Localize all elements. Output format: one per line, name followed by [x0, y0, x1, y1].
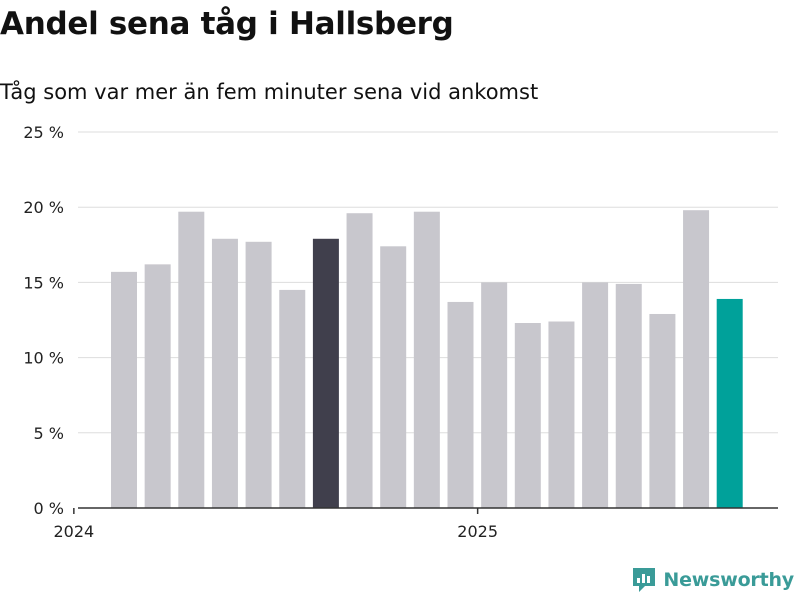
bar — [144, 264, 171, 508]
bar — [346, 213, 373, 508]
bar — [615, 283, 642, 508]
bar — [481, 282, 508, 508]
bar-chart: 0 % 5 % 10 % 15 % 20 % 25 % 2024 2025 — [23, 123, 778, 541]
bar — [649, 313, 676, 508]
bar — [548, 321, 575, 508]
brand-logo: Newsworthy — [631, 566, 794, 594]
brand-name: Newsworthy — [663, 569, 794, 591]
chart-title: Andel sena tåg i Hallsberg — [0, 6, 454, 42]
chart-subtitle: Tåg som var mer än fem minuter sena vid … — [0, 80, 539, 104]
bar — [447, 301, 474, 508]
y-tick-label: 10 % — [23, 349, 64, 368]
bar — [683, 210, 710, 508]
y-axis-ticks: 0 % 5 % 10 % 15 % 20 % 25 % — [23, 123, 64, 518]
bar — [178, 211, 205, 508]
bar — [413, 211, 440, 508]
y-tick-label: 15 % — [23, 273, 64, 292]
y-tick-label: 5 % — [34, 424, 64, 443]
bar — [716, 298, 743, 508]
bar — [514, 323, 541, 508]
bar — [211, 238, 238, 508]
x-tick-label: 2024 — [53, 522, 94, 541]
y-tick-label: 25 % — [23, 123, 64, 142]
bar — [245, 241, 272, 509]
bar — [582, 282, 609, 508]
bar — [380, 246, 407, 508]
newsworthy-logo-icon — [633, 568, 656, 592]
bar — [279, 289, 306, 508]
y-tick-label: 0 % — [34, 499, 64, 518]
x-axis-ticks: 2024 2025 — [53, 508, 498, 541]
bar — [111, 271, 137, 508]
y-tick-label: 20 % — [23, 198, 64, 217]
bar — [312, 238, 339, 508]
bars — [111, 210, 743, 509]
x-tick-label: 2025 — [457, 522, 498, 541]
